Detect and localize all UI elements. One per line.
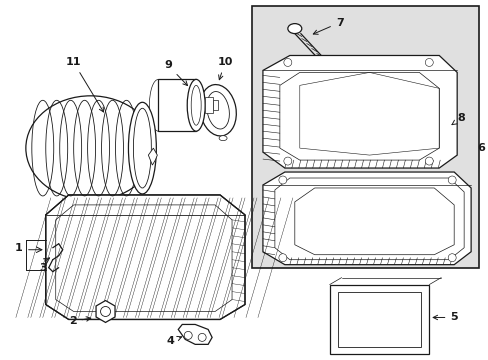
Text: 5: 5 [432, 312, 457, 323]
Text: 2: 2 [69, 316, 91, 327]
Ellipse shape [128, 102, 156, 194]
Ellipse shape [149, 80, 167, 131]
Polygon shape [46, 195, 244, 319]
Bar [251, 6, 478, 268]
Circle shape [283, 58, 291, 67]
Ellipse shape [26, 96, 155, 201]
Bar [158, 80, 196, 131]
Circle shape [425, 58, 432, 67]
Circle shape [447, 176, 455, 184]
Bar [337, 292, 421, 347]
Polygon shape [263, 55, 456, 168]
Polygon shape [263, 172, 470, 265]
Circle shape [278, 254, 286, 262]
Text: 7: 7 [313, 18, 343, 34]
Text: 10: 10 [217, 58, 232, 80]
Text: 1: 1 [15, 243, 23, 253]
Circle shape [447, 254, 455, 262]
Polygon shape [96, 301, 115, 323]
Ellipse shape [219, 136, 226, 141]
Circle shape [283, 157, 291, 165]
Ellipse shape [287, 24, 301, 33]
Ellipse shape [200, 85, 236, 136]
Circle shape [278, 176, 286, 184]
Circle shape [101, 306, 110, 316]
Bar [213, 100, 218, 110]
Text: 4: 4 [166, 336, 181, 346]
Ellipse shape [206, 91, 229, 129]
Polygon shape [148, 148, 157, 165]
Text: 11: 11 [66, 58, 103, 112]
Circle shape [425, 157, 432, 165]
Ellipse shape [191, 85, 201, 125]
Circle shape [184, 332, 192, 339]
Polygon shape [178, 324, 212, 345]
Bar [205, 97, 213, 113]
Text: 8: 8 [451, 113, 464, 125]
Ellipse shape [187, 80, 205, 131]
Circle shape [198, 333, 206, 341]
Text: 9: 9 [164, 60, 187, 86]
Bar [329, 285, 428, 354]
Ellipse shape [133, 108, 151, 188]
Text: 3: 3 [39, 263, 46, 273]
Text: 6: 6 [476, 143, 484, 153]
